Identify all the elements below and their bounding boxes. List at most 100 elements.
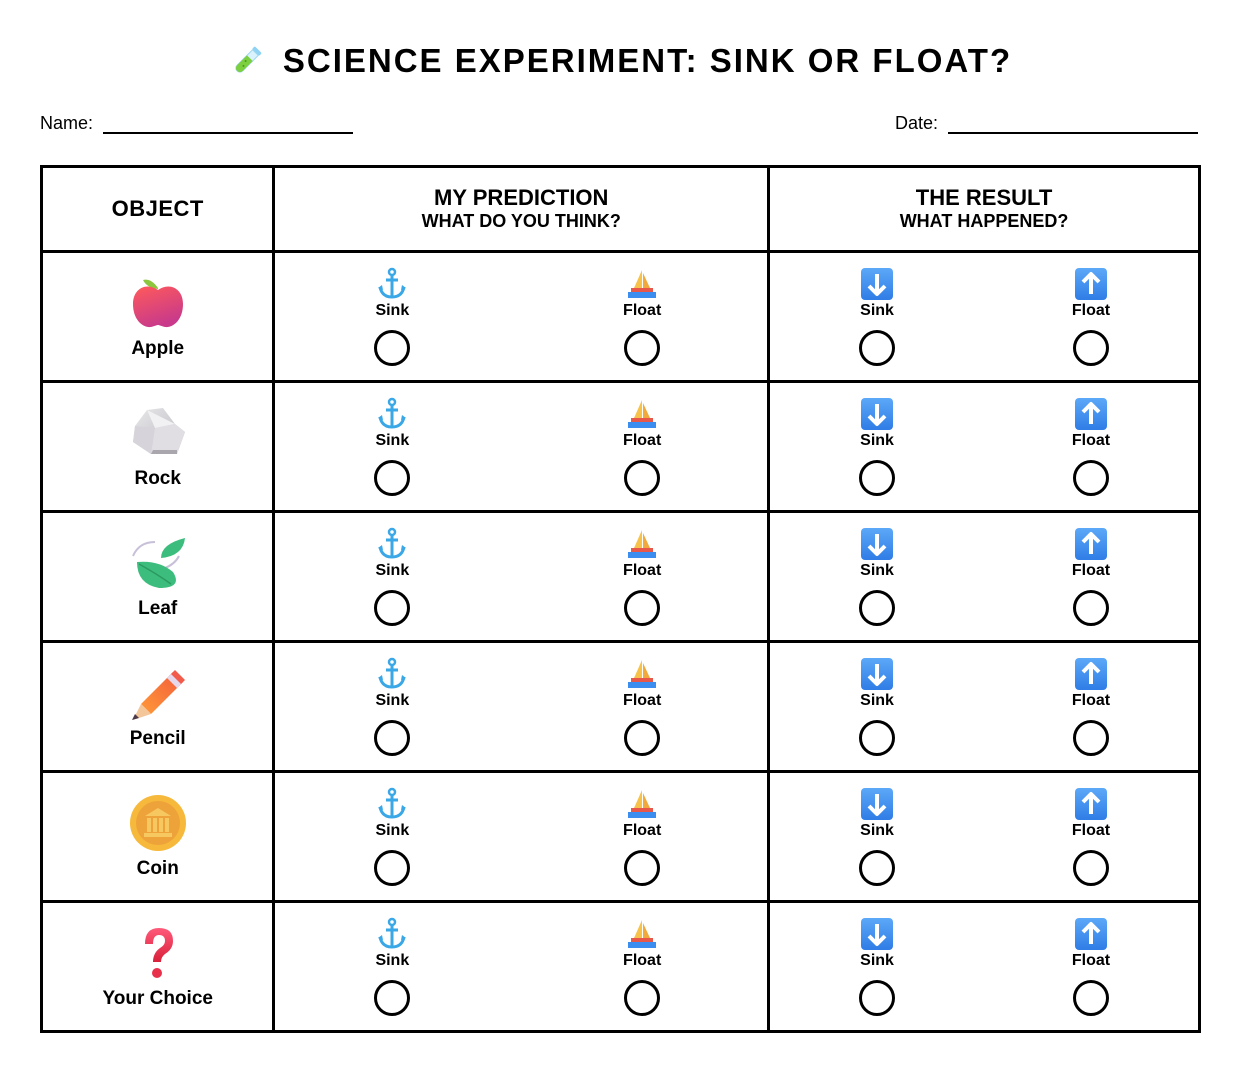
result-float-bubble[interactable]: [1073, 720, 1110, 756]
result-sink-bubble[interactable]: [859, 720, 896, 756]
prediction-sink-bubble[interactable]: [374, 590, 411, 626]
prediction-sink-bubble[interactable]: [374, 460, 411, 496]
result-float-option[interactable]: Float: [1051, 267, 1131, 366]
option-label: Sink: [375, 692, 410, 709]
date-input-line[interactable]: [948, 118, 1199, 134]
pencil-icon: [129, 664, 187, 722]
table-row-pencil: Pencil Sink: [39, 640, 1201, 773]
prediction-subtitle: WHAT DO YOU THINK?: [421, 211, 621, 231]
result-sink-bubble[interactable]: [859, 850, 896, 886]
result-float-option[interactable]: Float: [1051, 657, 1131, 756]
option-label: Sink: [375, 302, 410, 319]
prediction-sink-bubble[interactable]: [374, 850, 411, 886]
experiment-table: OBJECT MY PREDICTION WHAT DO YOU THINK? …: [39, 165, 1201, 1033]
prediction-sink-option[interactable]: Sink: [352, 527, 432, 626]
rock-icon: [129, 404, 187, 462]
result-sink-option[interactable]: Sink: [837, 787, 917, 886]
sailboat-icon: [628, 660, 657, 688]
option-label: Sink: [375, 432, 410, 449]
prediction-float-bubble[interactable]: [624, 590, 661, 626]
result-cell: Sink Float: [767, 510, 1201, 643]
result-sink-bubble[interactable]: [859, 980, 896, 1016]
table-row-your-choice: Your Choice Sink: [39, 900, 1201, 1033]
anchor-icon: [378, 917, 407, 949]
result-cell: Sink Float: [767, 770, 1201, 903]
date-label: Date:: [895, 113, 939, 133]
name-field[interactable]: Name:: [40, 113, 354, 134]
prediction-sink-bubble[interactable]: [374, 980, 411, 1016]
result-float-bubble[interactable]: [1073, 460, 1110, 496]
prediction-sink-option[interactable]: Sink: [352, 657, 432, 756]
column-header-result: THE RESULT WHAT HAPPENED?: [767, 165, 1201, 253]
result-sink-bubble[interactable]: [859, 330, 896, 366]
sailboat-icon: [628, 400, 657, 428]
result-sink-option[interactable]: Sink: [837, 657, 917, 756]
option-label: Float: [623, 692, 662, 709]
result-sink-option[interactable]: Sink: [837, 267, 917, 366]
prediction-sink-option[interactable]: Sink: [352, 397, 432, 496]
coin-icon: [129, 794, 187, 852]
prediction-cell: Sink Float: [272, 380, 771, 513]
prediction-sink-bubble[interactable]: [374, 720, 411, 756]
prediction-float-bubble[interactable]: [624, 330, 661, 366]
table-row-rock: Rock Sink: [39, 380, 1201, 513]
result-sink-bubble[interactable]: [859, 460, 896, 496]
result-float-bubble[interactable]: [1073, 330, 1110, 366]
prediction-sink-bubble[interactable]: [374, 330, 411, 366]
option-label: Float: [1071, 952, 1111, 969]
down-arrow-icon: [861, 268, 894, 300]
prediction-float-option[interactable]: Float: [602, 267, 682, 366]
up-arrow-icon: [1075, 788, 1108, 820]
result-sink-bubble[interactable]: [859, 590, 896, 626]
prediction-float-option[interactable]: Float: [602, 527, 682, 626]
result-cell: Sink Float: [767, 640, 1201, 773]
option-label: Float: [1071, 432, 1111, 449]
anchor-icon: [378, 787, 407, 819]
result-float-option[interactable]: Float: [1051, 917, 1131, 1016]
prediction-float-bubble[interactable]: [624, 980, 661, 1016]
result-sink-option[interactable]: Sink: [837, 917, 917, 1016]
sailboat-icon: [628, 270, 657, 298]
result-float-option[interactable]: Float: [1051, 527, 1131, 626]
date-field[interactable]: Date:: [895, 113, 1199, 134]
down-arrow-icon: [861, 788, 894, 820]
object-cell: Rock: [39, 380, 276, 513]
sailboat-icon: [628, 530, 657, 558]
object-label: Coin: [136, 857, 179, 879]
result-float-bubble[interactable]: [1073, 850, 1110, 886]
result-sink-option[interactable]: Sink: [837, 397, 917, 496]
prediction-sink-option[interactable]: Sink: [352, 917, 432, 1016]
up-arrow-icon: [1075, 528, 1108, 560]
result-float-option[interactable]: Float: [1051, 397, 1131, 496]
name-label: Name:: [40, 113, 94, 133]
prediction-float-option[interactable]: Float: [602, 787, 682, 886]
result-float-bubble[interactable]: [1073, 590, 1110, 626]
option-label: Float: [623, 822, 662, 839]
name-input-line[interactable]: [103, 118, 354, 134]
result-title: THE RESULT: [915, 185, 1053, 210]
object-cell: Your Choice: [39, 900, 276, 1033]
test-tube-icon: [235, 46, 262, 73]
prediction-float-option[interactable]: Float: [602, 657, 682, 756]
option-label: Float: [623, 952, 662, 969]
prediction-float-option[interactable]: Float: [602, 397, 682, 496]
result-cell: Sink Float: [767, 380, 1201, 513]
down-arrow-icon: [861, 528, 894, 560]
prediction-float-bubble[interactable]: [624, 460, 661, 496]
result-sink-option[interactable]: Sink: [837, 527, 917, 626]
result-float-bubble[interactable]: [1073, 980, 1110, 1016]
prediction-cell: Sink Float: [272, 770, 771, 903]
prediction-sink-option[interactable]: Sink: [352, 787, 432, 886]
prediction-sink-option[interactable]: Sink: [352, 267, 432, 366]
object-label: Your Choice: [102, 987, 213, 1009]
result-float-option[interactable]: Float: [1051, 787, 1131, 886]
option-label: Float: [1071, 692, 1111, 709]
column-header-prediction: MY PREDICTION WHAT DO YOU THINK?: [272, 165, 771, 253]
prediction-float-bubble[interactable]: [624, 720, 661, 756]
prediction-float-bubble[interactable]: [624, 850, 661, 886]
option-label: Float: [623, 302, 662, 319]
down-arrow-icon: [861, 658, 894, 690]
option-label: Float: [1071, 822, 1111, 839]
option-label: Sink: [375, 952, 410, 969]
prediction-float-option[interactable]: Float: [602, 917, 682, 1016]
